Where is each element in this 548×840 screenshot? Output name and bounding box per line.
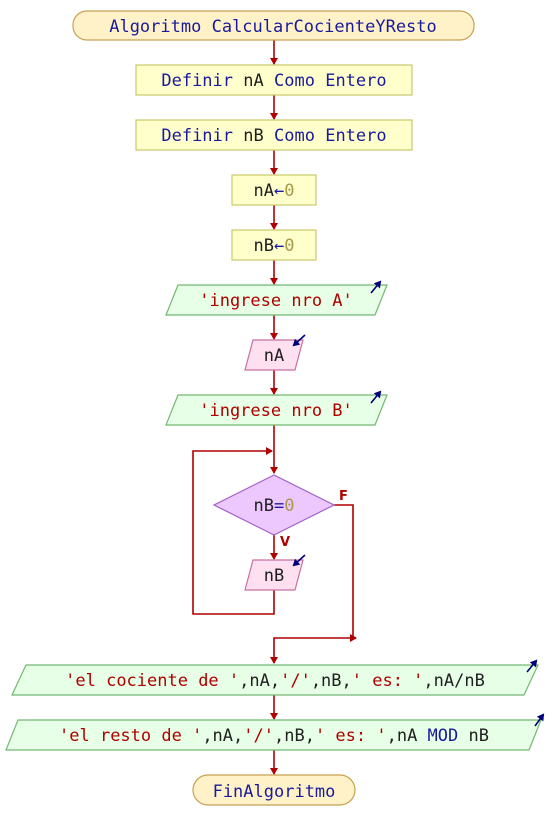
output-string: 'ingrese nro B' — [199, 401, 353, 421]
svg-text:'ingrese nro B': 'ingrese nro B' — [199, 401, 353, 421]
svg-text:nB←0: nB←0 — [254, 236, 295, 256]
loop-back-connector — [192, 447, 275, 615]
input-arrow-icon — [292, 334, 306, 347]
assign-nb-process[interactable]: nB←0 — [231, 229, 317, 261]
output-string: '/' — [243, 726, 274, 746]
output-expr: ,nA, — [202, 726, 243, 746]
assign-var: nA — [254, 181, 274, 201]
output-arrow-icon — [370, 280, 382, 294]
output-arrow-icon — [370, 390, 382, 404]
type-keyword: Entero — [325, 71, 386, 91]
define-na-process[interactable]: Definir nA Como Entero — [135, 64, 413, 96]
false-branch-label: F — [339, 489, 348, 504]
write-quotient-output[interactable]: 'el cociente de ',nA,'/',nB,' es: ',nA/n… — [11, 659, 539, 696]
read-na-input[interactable]: nA — [244, 334, 306, 371]
svg-text:Definir nA Como Entero: Definir nA Como Entero — [161, 71, 386, 91]
svg-text:'ingrese nro A': 'ingrese nro A' — [199, 291, 353, 311]
como-keyword: Como — [274, 126, 315, 146]
assign-na-process[interactable]: nA←0 — [231, 174, 317, 206]
output-arrow-icon — [526, 659, 538, 673]
output-expr: ,nA — [387, 726, 428, 746]
input-arrow-icon — [292, 554, 306, 567]
output-expr: ,nB, — [311, 671, 352, 691]
write-remainder-output[interactable]: 'el resto de ',nA,'/',nB,' es: ',nA MOD … — [5, 713, 545, 751]
merge-connector — [270, 637, 353, 664]
input-var: nB — [264, 566, 284, 586]
svg-text:nB: nB — [264, 566, 284, 586]
true-branch-label: V — [280, 535, 290, 550]
type-keyword: Entero — [325, 126, 386, 146]
output-string: 'ingrese nro A' — [199, 291, 353, 311]
assign-value: 0 — [284, 236, 294, 256]
write-prompt-b-output[interactable]: 'ingrese nro B' — [165, 390, 388, 426]
write-prompt-a-output[interactable]: 'ingrese nro A' — [165, 280, 388, 316]
assign-arrow: ← — [274, 236, 284, 256]
connector-false-branch — [334, 504, 357, 642]
condition-var: nB — [254, 496, 274, 516]
svg-text:nB=0: nB=0 — [254, 496, 295, 516]
assign-value: 0 — [284, 181, 294, 201]
svg-text:Algoritmo CalcularCocienteYRes: Algoritmo CalcularCocienteYResto — [109, 17, 437, 37]
assign-var: nB — [254, 236, 274, 256]
svg-text:'el cociente de ',nA,'/',nB,': 'el cociente de ',nA,'/',nB,' es: ',nA/n… — [65, 671, 485, 691]
output-string: ' es: ' — [315, 726, 387, 746]
define-var: nB — [243, 126, 263, 146]
mod-keyword: MOD — [428, 726, 459, 746]
define-keyword: Definir — [161, 126, 233, 146]
output-expr: ,nA/nB — [423, 671, 484, 691]
svg-text:'el resto de ',nA,'/',nB,' es:: 'el resto de ',nA,'/',nB,' es: ',nA MOD … — [59, 726, 489, 746]
output-string: '/' — [280, 671, 311, 691]
output-expr: nB — [458, 726, 489, 746]
output-expr: ,nA, — [239, 671, 280, 691]
connectors — [192, 40, 357, 775]
svg-text:nA←0: nA←0 — [254, 181, 295, 201]
loop-condition-decision[interactable]: nB=0 — [212, 474, 336, 536]
define-keyword: Definir — [161, 71, 233, 91]
condition-op: = — [274, 496, 284, 516]
condition-value: 0 — [284, 496, 294, 516]
svg-text:nA: nA — [264, 346, 284, 366]
como-keyword: Como — [274, 71, 315, 91]
output-arrow-icon — [534, 713, 545, 727]
read-nb-input[interactable]: nB — [244, 554, 306, 591]
algorithm-name: CalcularCocienteYResto — [212, 17, 437, 37]
define-var: nA — [243, 71, 263, 91]
input-var: nA — [264, 346, 284, 366]
start-keyword: Algoritmo — [109, 17, 201, 37]
output-string: ' es: ' — [352, 671, 424, 691]
start-terminal[interactable]: Algoritmo CalcularCocienteYResto — [72, 10, 475, 41]
output-string: 'el cociente de ' — [65, 671, 239, 691]
svg-text:FinAlgoritmo: FinAlgoritmo — [213, 782, 336, 802]
assign-arrow: ← — [274, 181, 284, 201]
output-string: 'el resto de ' — [59, 726, 202, 746]
output-expr: ,nB, — [274, 726, 315, 746]
end-terminal[interactable]: FinAlgoritmo — [192, 774, 356, 806]
define-nb-process[interactable]: Definir nB Como Entero — [135, 119, 413, 151]
end-keyword: FinAlgoritmo — [213, 782, 336, 802]
svg-text:Definir nB Como Entero: Definir nB Como Entero — [161, 126, 386, 146]
